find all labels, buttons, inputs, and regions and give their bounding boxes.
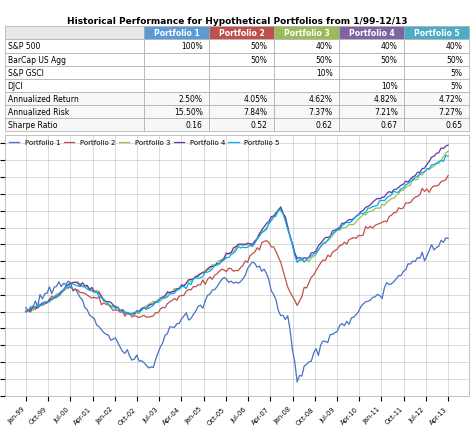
Portfolio 1 <box>183 310 189 316</box>
Portfolio 4 <box>23 309 29 314</box>
Portfolio 4 <box>434 151 439 157</box>
Portfolio 5 <box>443 154 448 159</box>
Portfolio 2 <box>434 184 439 189</box>
Portfolio 4 <box>445 143 451 148</box>
Portfolio 1 <box>434 246 439 251</box>
Portfolio 1 <box>110 337 116 342</box>
Portfolio 5 <box>434 161 439 166</box>
Portfolio 4 <box>110 303 116 308</box>
Portfolio 2 <box>186 287 191 292</box>
Portfolio 1 <box>23 305 29 310</box>
Portfolio 4 <box>186 277 191 283</box>
Portfolio 2 <box>110 308 116 313</box>
Portfolio 5 <box>186 281 191 286</box>
Portfolio 2 <box>136 315 142 320</box>
Portfolio 2 <box>401 206 406 211</box>
Portfolio 5 <box>110 304 116 309</box>
Portfolio 3 <box>110 305 116 310</box>
Portfolio 2 <box>73 287 78 292</box>
Portfolio 2 <box>23 310 29 315</box>
Portfolio 3 <box>186 278 191 283</box>
Portfolio 1 <box>30 306 36 311</box>
Portfolio 4 <box>30 305 36 310</box>
Portfolio 5 <box>30 306 36 311</box>
Portfolio 2 <box>30 304 36 309</box>
Portfolio 3 <box>445 149 451 154</box>
Portfolio 4 <box>401 182 406 187</box>
Portfolio 5 <box>73 283 78 288</box>
Line: Portfolio 4: Portfolio 4 <box>26 146 448 314</box>
Portfolio 1 <box>401 269 406 274</box>
Line: Portfolio 1: Portfolio 1 <box>26 238 448 382</box>
Portfolio 3 <box>23 307 29 312</box>
Portfolio 5 <box>23 309 29 314</box>
Portfolio 3 <box>73 280 78 286</box>
Portfolio 1 <box>73 287 78 292</box>
Portfolio 4 <box>73 280 78 285</box>
Text: Historical Performance for Hypothetical Portfolios from 1/99-12/13: Historical Performance for Hypothetical … <box>67 16 407 25</box>
Line: Portfolio 5: Portfolio 5 <box>26 156 448 314</box>
Portfolio 3 <box>129 313 135 318</box>
Portfolio 3 <box>30 308 36 313</box>
Portfolio 4 <box>129 312 135 317</box>
Line: Portfolio 3: Portfolio 3 <box>26 152 448 316</box>
Portfolio 3 <box>401 188 406 194</box>
Portfolio 2 <box>445 174 451 179</box>
Line: Portfolio 2: Portfolio 2 <box>26 176 448 318</box>
Legend: Portfolio 1, Portfolio 2, Portfolio 3, Portfolio 4, Portfolio 5: Portfolio 1, Portfolio 2, Portfolio 3, P… <box>6 137 283 149</box>
Portfolio 1 <box>445 236 451 241</box>
Portfolio 5 <box>401 186 406 191</box>
Portfolio 5 <box>445 154 451 160</box>
Portfolio 3 <box>434 162 439 167</box>
Portfolio 1 <box>443 236 448 241</box>
Portfolio 5 <box>127 311 133 316</box>
Portfolio 1 <box>294 380 300 385</box>
